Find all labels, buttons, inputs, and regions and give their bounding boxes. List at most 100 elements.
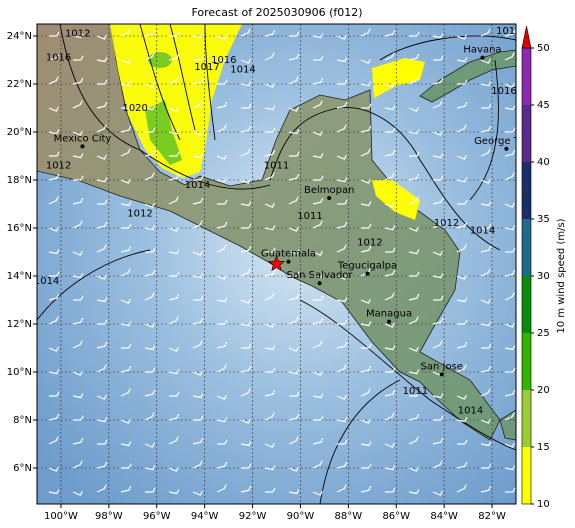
wind-barb [264,269,276,277]
wind-barb [240,388,251,397]
wind-barb [480,441,492,447]
wind-barb [216,364,227,373]
colorbar-tick-label: 10 [537,499,550,510]
wind-barb [216,124,227,133]
wind-barb [48,369,60,375]
wind-barb [48,489,60,495]
wind-barb [192,197,204,205]
y-tick-label: 24°N [7,31,32,42]
wind-barb [264,322,275,328]
wind-barb [192,273,204,279]
x-tick-label: 82°W [478,511,506,522]
wind-barb [336,484,347,493]
wind-barb [120,343,132,349]
colorbar-segment [522,162,531,219]
colorbar-segment [522,219,531,276]
wind-barb [312,295,324,301]
wind-barb [360,125,372,133]
wind-barb [360,321,372,327]
wind-barb [216,177,228,183]
wind-barb [456,101,468,109]
wind-barb [120,223,132,229]
wind-fill-green [148,52,172,68]
wind-barb [408,369,420,375]
wind-barb [120,245,132,253]
wind-barb [360,298,371,304]
wind-barb [432,273,444,279]
wind-barb [216,297,228,303]
wind-barb [144,105,156,111]
isobar-label: 1012 [357,237,382,248]
wind-barb [144,225,156,231]
wind-barb [48,106,59,112]
wind-barb [480,321,492,327]
wind-barb [264,202,275,208]
wind-barb [360,463,372,469]
wind-barb [456,221,468,229]
wind-barb [456,177,468,183]
wind-barb [336,154,347,160]
wind-barb [192,153,204,159]
axes: 100°W 98°W 96°W 94°W 92°W 90°W 88°W 86°W 84°W 82°… [7,31,506,522]
wind-barb [312,460,323,469]
wind-barb [48,196,59,205]
wind-barb [408,226,419,232]
colorbar-tick-label: 25 [537,328,550,339]
wind-barb [120,388,131,397]
location-marker [268,255,285,272]
wind-barb [72,250,83,256]
wind-barb [48,249,60,255]
wind-barb [168,293,180,301]
wind-barb [456,57,468,63]
wind-barb [240,125,252,133]
wind-barb [504,412,515,421]
wind-barb [216,341,228,349]
wind-barb [504,82,515,88]
wind-barb [336,274,347,280]
wind-barb [144,127,156,133]
wind-barb [408,293,420,301]
wind-barb [288,369,300,375]
wind-barb [48,316,59,325]
x-tick-label: 88°W [335,511,363,522]
wind-barb [240,245,252,253]
isobar-label: 1011 [264,161,289,172]
wind-barb [264,225,276,231]
wind-barbs [48,28,516,496]
wind-barb [312,130,323,136]
wind-barb [240,268,251,277]
wind-barb [216,57,228,63]
wind-barb [480,58,491,64]
wind-barb [408,106,419,112]
wind-barb [288,489,300,495]
wind-barb [432,77,444,85]
colorbar-segment [522,276,531,333]
wind-barb [48,76,59,85]
wind-barb [120,365,132,373]
wind-barb [432,295,444,301]
wind-barb [480,81,492,87]
wind-barb [240,298,251,304]
wind-barb [480,223,492,229]
map-area: 1012101610171016101410201012101210141011… [37,24,516,504]
wind-barb [48,466,59,472]
wind-barb [480,148,491,157]
wind-barb [72,77,84,85]
wind-barb [480,418,491,424]
wind-barb [240,343,252,349]
y-tick-label: 22°N [7,79,32,90]
wind-barb [384,82,395,88]
wind-barb [456,34,467,40]
isobar-label: 1016 [491,86,516,97]
map-frame [36,23,517,505]
wind-barb [384,149,396,157]
wind-barb [120,201,132,207]
wind-barb [96,34,107,40]
wind-barb [192,100,203,109]
wind-fill-yellow [110,24,242,178]
wind-barb [168,391,180,397]
colorbar-tick-label: 30 [537,271,550,282]
wind-barb [432,437,444,445]
wind-barb [264,442,275,448]
